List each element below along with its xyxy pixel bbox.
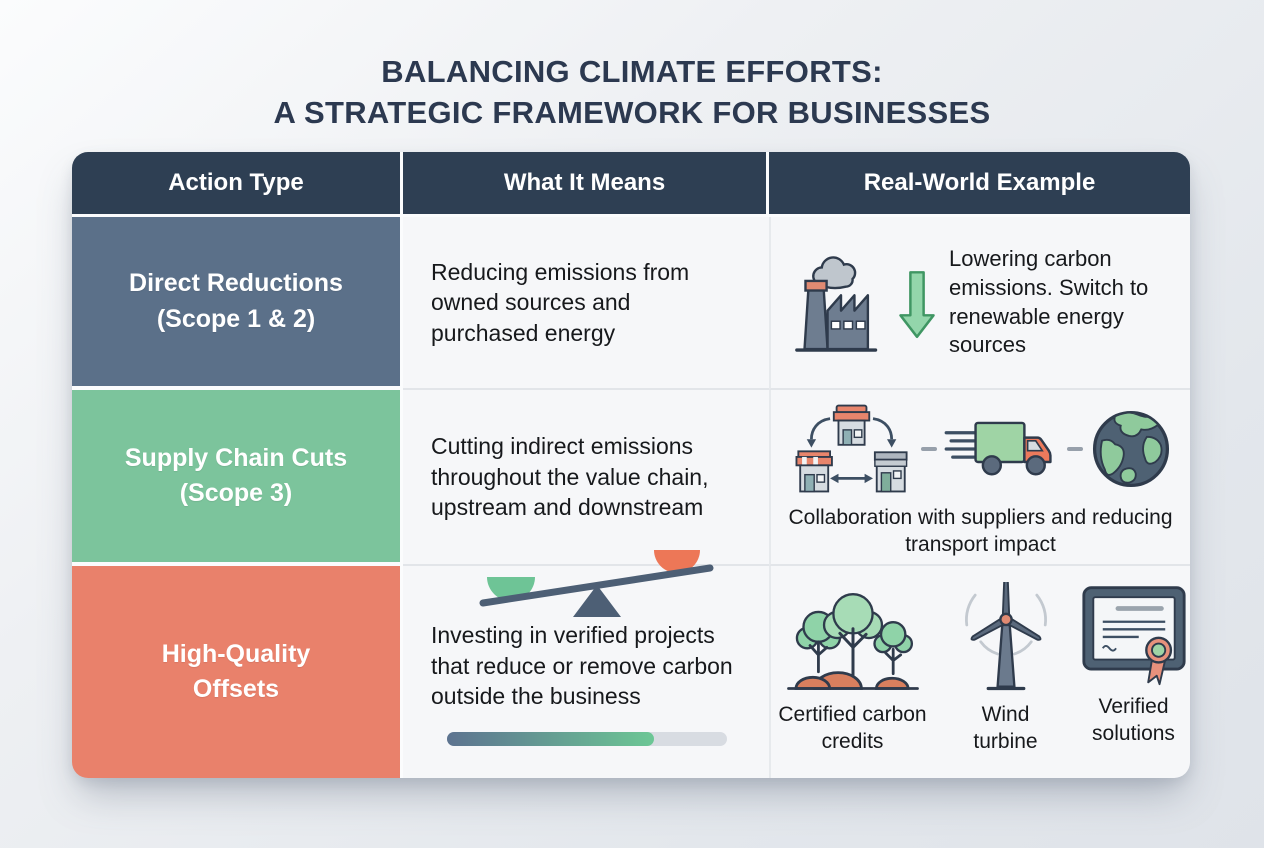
- offset-progress-fill: [447, 731, 655, 746]
- column-header-label: What It Means: [503, 169, 666, 196]
- cell-example-supply-chain-cuts: Collaboration with suppliers and reducin…: [769, 390, 1190, 566]
- action-subtitle: Offsets: [192, 675, 280, 703]
- connector-dash: [1066, 447, 1083, 452]
- page-title: BALANCING CLIMATE EFFORTS: A STRATEGIC F…: [0, 52, 1264, 134]
- cell-action-direct-reductions: Direct Reductions (Scope 1 & 2): [72, 217, 403, 390]
- example-caption: Lowering carbon emissions. Switch to ren…: [949, 246, 1149, 358]
- cell-example-direct-reductions: Lowering carbon emissions. Switch to ren…: [769, 217, 1190, 390]
- balance-right-weight: [654, 550, 700, 573]
- action-title: High-Quality: [161, 639, 311, 668]
- offset-progress-bar: [447, 731, 727, 746]
- page-title-line1: BALANCING CLIMATE EFFORTS:: [381, 54, 883, 89]
- connector-dash: [920, 447, 937, 452]
- cell-meaning-supply-chain-cuts: Cutting indirect emissions throughout th…: [403, 390, 769, 566]
- column-header-label: Action Type: [168, 169, 304, 196]
- balance-beam: [479, 564, 714, 607]
- cell-meaning-direct-reductions: Reducing emissions from owned sources an…: [403, 217, 769, 390]
- offset-item-label: Certified carbon credits: [778, 703, 927, 753]
- example-caption: Collaboration with suppliers and reducin…: [788, 506, 1173, 556]
- factory-icon: [795, 255, 878, 352]
- delivery-truck-icon: [944, 421, 1052, 476]
- action-subtitle: (Scope 3): [179, 479, 293, 507]
- supply-chain-icon-row: [789, 399, 1173, 499]
- framework-table-card: Action Type What It Means Real-World Exa…: [72, 152, 1190, 778]
- green-down-arrow-icon: [899, 270, 935, 338]
- action-subtitle: (Scope 1 & 2): [156, 304, 316, 333]
- balance-fulcrum: [573, 585, 621, 617]
- action-title: Direct Reductions: [129, 269, 343, 297]
- globe-icon: [1092, 411, 1169, 488]
- offset-item-carbon-credits: Certified carbon credits: [768, 582, 938, 756]
- meaning-text: Investing in verified projects that redu…: [431, 622, 733, 710]
- offset-item-wind-turbine: Wind turbine: [954, 582, 1058, 756]
- offset-item-label: Wind turbine: [973, 703, 1038, 753]
- trees-icon: [786, 592, 919, 690]
- certificate-icon: [1081, 586, 1186, 686]
- wind-turbine-icon: [964, 582, 1047, 691]
- cell-action-supply-chain-cuts: Supply Chain Cuts (Scope 3): [72, 390, 403, 566]
- cell-action-high-quality-offsets: High-Quality Offsets: [72, 566, 403, 778]
- column-header-what-it-means: What It Means: [403, 152, 769, 217]
- column-header-real-world-example: Real-World Example: [769, 152, 1190, 217]
- framework-table: Action Type What It Means Real-World Exa…: [72, 152, 1190, 778]
- action-title: Supply Chain Cuts: [124, 443, 348, 472]
- column-header-action-type: Action Type: [72, 152, 403, 217]
- column-header-label: Real-World Example: [863, 169, 1096, 196]
- page-title-line2: A STRATEGIC FRAMEWORK FOR BUSINESSES: [273, 94, 991, 130]
- supplier-network-icon: [795, 404, 908, 493]
- offset-item-verified-solutions: Verified solutions: [1074, 582, 1194, 748]
- cell-example-high-quality-offsets: Certified carbon credits: [769, 566, 1190, 778]
- meaning-text: Reducing emissions from owned sources an…: [431, 258, 690, 346]
- factory-arrow-icon-group: [793, 251, 937, 355]
- meaning-text: Cutting indirect emissions throughout th…: [431, 433, 709, 521]
- offset-item-label: Verified solutions: [1092, 695, 1175, 745]
- balance-scale-icon: [479, 550, 714, 617]
